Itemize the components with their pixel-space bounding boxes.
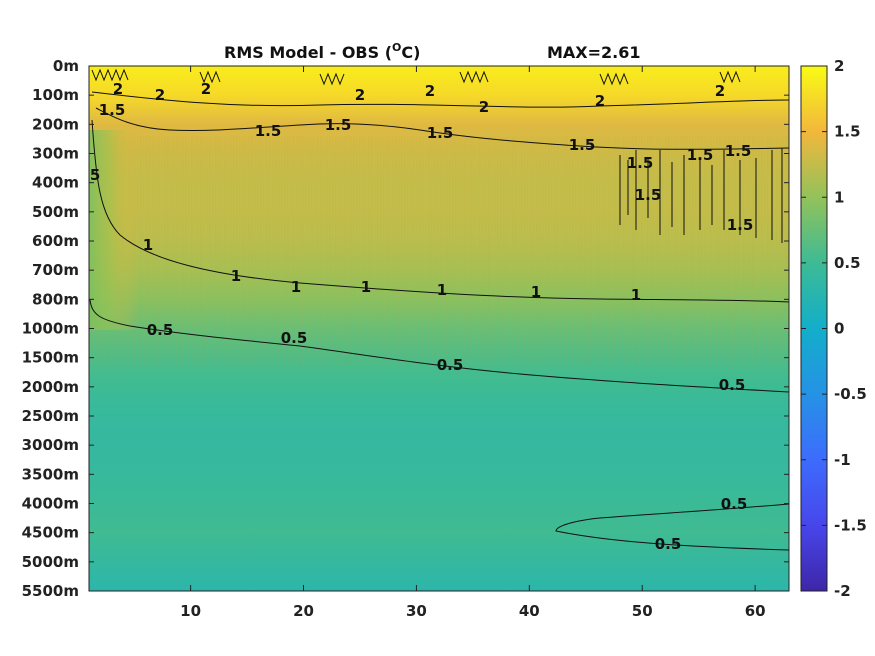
y-tick-label: 3500m (22, 465, 79, 483)
colorbar-tick-label: 2 (834, 57, 844, 75)
x-tick-label: 60 (745, 602, 766, 620)
heatmap-field: 2 2 2 2 22 221.51.5 1.5 1.51.51.5 1.5 1.51.51.50.… (74, 66, 789, 591)
contour-label: 2 (113, 80, 123, 98)
contour-label: 2 (155, 86, 165, 104)
y-tick-label: 0m (53, 57, 79, 75)
colorbar-tick-label: -0.5 (834, 385, 867, 403)
x-tick-label: 40 (519, 602, 540, 620)
y-tick-label: 5500m (22, 582, 79, 600)
contour-label: 0.5 (147, 321, 174, 339)
colorbar-tick-label: 0 (834, 320, 844, 338)
y-tick-label: 4000m (22, 495, 79, 513)
contour-label: 0.5 (721, 495, 748, 513)
contour-line-2 (91, 91, 789, 108)
contour-label: 1.5 (727, 216, 754, 234)
y-tick-label: 400m (32, 174, 79, 192)
colorbar-tick-label: 1.5 (834, 123, 861, 141)
chart-title: RMS Model - OBS (OC) (224, 41, 420, 62)
x-axis: 10 20 30 40 50 60 (180, 66, 766, 620)
contour-label: 1.5 (687, 146, 714, 164)
contour-label: 0.5 (281, 329, 308, 347)
colorbar-tick-label: 1 (834, 188, 844, 206)
contour-line-0-5-upper (89, 299, 789, 393)
contour-label: 1.5 (627, 154, 654, 172)
y-axis: 0m 100m 200m 300m 400m 500m 600m 700m 800m 1000m 1… (22, 57, 789, 600)
contour-label: 0.5 (437, 356, 464, 374)
max-label: MAX=2.61 (547, 43, 641, 62)
contour-label: 0.5 (655, 535, 682, 553)
x-tick-label: 20 (293, 602, 314, 620)
contour-label: 2 (715, 82, 725, 100)
contour-label: 1.5 (569, 136, 596, 154)
y-tick-label: 4500m (22, 524, 79, 542)
contour-label: 2 (425, 82, 435, 100)
y-tick-label: 200m (32, 115, 79, 133)
y-tick-label: 1000m (22, 320, 79, 338)
contour-label: 1 (143, 236, 153, 254)
contour-noise-top (91, 68, 741, 86)
contour-label: 1.5 (99, 101, 126, 119)
contour-label: 2 (479, 98, 489, 116)
contour-noise-right (619, 148, 783, 243)
contour-line-1 (91, 119, 789, 303)
contour-line-1-5 (95, 107, 789, 150)
y-tick-label: 2500m (22, 407, 79, 425)
y-tick-label: 700m (32, 261, 79, 279)
contour-label: 1 (437, 281, 447, 299)
contour-label: 1 (631, 286, 641, 304)
contour-label: 1.5 (725, 142, 752, 160)
y-tick-label: 2000m (22, 378, 79, 396)
contour-label: 0.5 (74, 166, 101, 184)
colorbar-tick-label: -1 (834, 451, 851, 469)
colorbar-tick-label: -2 (834, 582, 851, 600)
y-tick-label: 600m (32, 232, 79, 250)
contour-label: 1.5 (325, 116, 352, 134)
y-tick-label: 300m (32, 145, 79, 163)
contour-label: 0.5 (719, 376, 746, 394)
contour-line-0-5-lower (555, 503, 789, 551)
x-tick-label: 50 (632, 602, 653, 620)
contour-label: 1 (361, 278, 371, 296)
contour-label: 1 (291, 278, 301, 296)
contour-label: 1.5 (255, 122, 282, 140)
x-tick-label: 30 (406, 602, 427, 620)
colorbar-tick-label: 0.5 (834, 254, 861, 272)
colorbar-tick-label: -1.5 (834, 516, 867, 534)
contour-label: 2 (201, 80, 211, 98)
y-tick-label: 800m (32, 290, 79, 308)
y-tick-label: 500m (32, 203, 79, 221)
contour-label: 1 (231, 267, 241, 285)
colorbar-ticks: 2 1.5 1 0.5 0 -0.5 -1 -1.5 -2 (801, 57, 867, 600)
y-tick-label: 3000m (22, 436, 79, 454)
contour-label: 2 (355, 86, 365, 104)
x-tick-label: 10 (180, 602, 201, 620)
contour-label: 1.5 (427, 124, 454, 142)
y-tick-label: 100m (32, 86, 79, 104)
contour-label: 1.5 (635, 186, 662, 204)
contour-label: 2 (595, 92, 605, 110)
y-tick-label: 5000m (22, 553, 79, 571)
y-tick-label: 1500m (22, 349, 79, 367)
contour-label: 1 (531, 283, 541, 301)
